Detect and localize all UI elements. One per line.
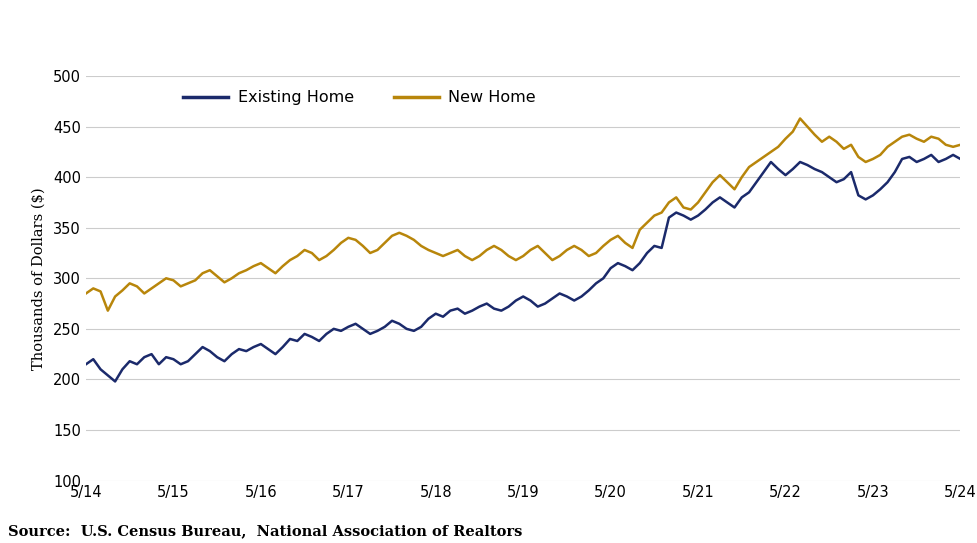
Text: U.S. Home Median Sales Price: U.S. Home Median Sales Price	[13, 24, 506, 53]
Legend: Existing Home, New Home: Existing Home, New Home	[177, 84, 542, 112]
Text: Source:  U.S. Census Bureau,  National Association of Realtors: Source: U.S. Census Bureau, National Ass…	[8, 524, 522, 538]
Y-axis label: Thousands of Dollars ($): Thousands of Dollars ($)	[32, 187, 46, 370]
